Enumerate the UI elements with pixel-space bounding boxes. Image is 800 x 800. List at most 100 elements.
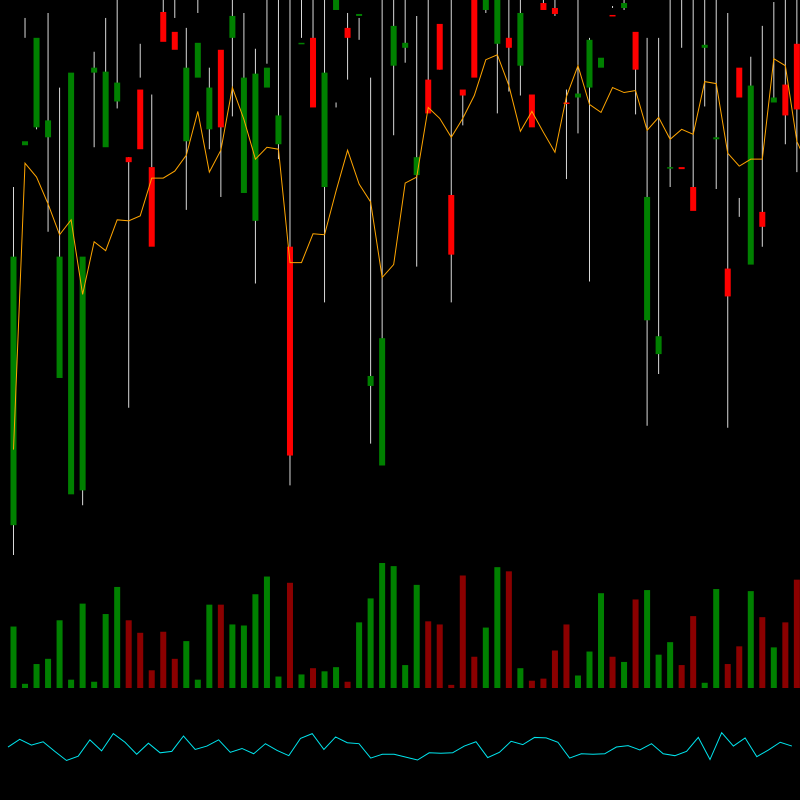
volume-bar	[160, 631, 167, 688]
candle-body	[563, 102, 570, 104]
candle-body	[286, 246, 293, 456]
volume-bar	[217, 604, 224, 688]
candle-body	[632, 31, 639, 70]
candle-body	[448, 194, 455, 255]
volume-bar	[586, 651, 593, 688]
volume-bar	[793, 579, 800, 688]
candle-body	[667, 167, 674, 169]
candle-body	[425, 79, 432, 114]
volume-bar	[632, 599, 639, 688]
candle-body	[91, 67, 98, 73]
volume-bar	[310, 668, 317, 688]
candle-body	[137, 89, 144, 150]
candle-body	[298, 42, 305, 45]
candle-body	[574, 93, 581, 98]
candle-body	[183, 67, 190, 142]
candle-body	[171, 31, 178, 50]
volume-bar	[747, 591, 754, 688]
volume-bar	[551, 650, 558, 688]
candle-body	[79, 256, 86, 491]
volume-bar	[171, 658, 178, 688]
volume-bar	[459, 575, 466, 688]
volume-bar	[125, 620, 132, 688]
volume-bar	[770, 647, 777, 688]
volume-bar	[471, 656, 478, 688]
volume-bar	[621, 661, 628, 688]
candle-body	[598, 57, 605, 68]
volume-bar	[574, 675, 581, 688]
candle-body	[494, 0, 501, 44]
volume-bar	[563, 624, 570, 688]
candle-body	[22, 141, 29, 146]
volume-bar	[517, 668, 524, 688]
moving-average-line	[13, 54, 800, 450]
volume-bar	[436, 624, 443, 688]
volume-bar	[298, 674, 305, 688]
candle-body	[56, 256, 63, 378]
candle-body	[367, 375, 374, 386]
volume-bar	[528, 680, 535, 688]
candle-body	[793, 43, 800, 110]
candle-body	[459, 89, 466, 96]
volume-bar	[598, 593, 605, 688]
candle-body	[68, 72, 75, 495]
volume-bar	[402, 665, 409, 688]
volume-bar	[655, 654, 662, 688]
candle-body	[310, 37, 317, 108]
volume-bar	[448, 684, 455, 688]
volume-panel	[10, 563, 800, 688]
volume-bar	[275, 676, 282, 688]
volume-bar	[286, 582, 293, 688]
volume-bar	[240, 625, 247, 688]
candle-body	[482, 0, 489, 10]
candle-body	[713, 137, 720, 140]
candle-body	[517, 12, 524, 66]
candle-body	[655, 336, 662, 355]
volume-bar	[148, 670, 155, 688]
candle-body	[505, 37, 512, 48]
volume-bar	[356, 622, 363, 688]
volume-bar	[667, 642, 674, 688]
volume-bar	[22, 683, 29, 688]
candle-body	[402, 42, 409, 48]
candle-body	[678, 167, 685, 170]
candle-body	[390, 25, 397, 66]
candle-body	[344, 27, 351, 38]
volume-bar	[252, 594, 259, 688]
volume-bar	[56, 620, 63, 688]
candle-body	[33, 37, 40, 128]
candle-body	[701, 44, 708, 48]
volume-bar	[10, 626, 17, 688]
volume-bar	[137, 632, 144, 688]
volume-bar	[102, 614, 109, 688]
candle-body	[194, 42, 201, 78]
volume-bar	[344, 681, 351, 688]
volume-bar	[333, 667, 340, 688]
candle-body	[125, 157, 132, 163]
volume-bar	[701, 682, 708, 688]
candle-body	[621, 3, 628, 8]
candle-body	[747, 85, 754, 265]
candle-body	[379, 338, 386, 466]
oscillator-line	[7, 731, 793, 762]
volume-bar	[494, 567, 501, 688]
candle-body	[102, 71, 109, 148]
candle-body	[540, 3, 547, 10]
candle-body	[217, 49, 224, 128]
candle-body	[759, 211, 766, 227]
candle-body	[10, 256, 17, 526]
price-panel	[10, 0, 800, 555]
candle-body	[736, 67, 743, 98]
volume-bar	[713, 589, 720, 688]
volume-bar	[505, 571, 512, 688]
candle-body	[436, 23, 443, 70]
volume-bar	[114, 586, 121, 688]
volume-bar	[263, 576, 270, 688]
volume-bar	[321, 671, 328, 688]
candle-body	[586, 39, 593, 88]
volume-bar	[45, 658, 52, 688]
volume-bar	[736, 646, 743, 688]
volume-bar	[33, 664, 40, 688]
